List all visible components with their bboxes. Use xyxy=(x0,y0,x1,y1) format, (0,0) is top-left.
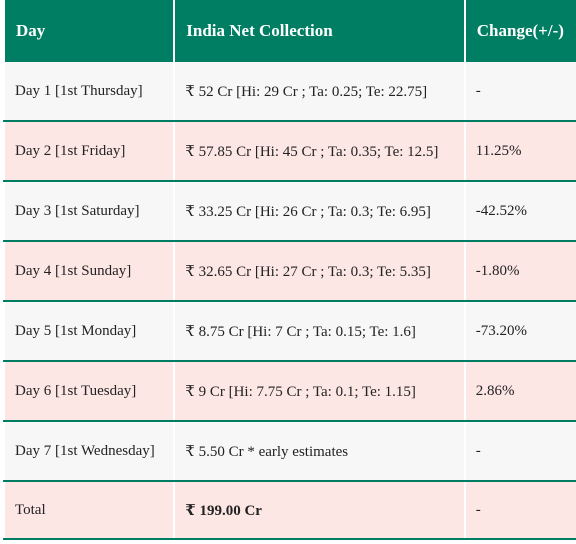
cell-day: Day 1 [1st Thursday] xyxy=(2,62,176,122)
table-row: Day 1 [1st Thursday] ₹ 52 Cr [Hi: 29 Cr … xyxy=(2,62,576,122)
cell-change: 11.25% xyxy=(463,121,576,182)
table-header-row: Day India Net Collection Change(+/-) xyxy=(2,0,576,62)
cell-collection: ₹ 5.50 Cr * early estimates xyxy=(173,421,466,482)
cell-change: - xyxy=(463,62,576,122)
cell-collection: ₹ 9 Cr [Hi: 7.75 Cr ; Ta: 0.1; Te: 1.15] xyxy=(173,361,466,422)
table-row: Day 4 [1st Sunday] ₹ 32.65 Cr [Hi: 27 Cr… xyxy=(2,241,576,302)
cell-day: Day 5 [1st Monday] xyxy=(2,301,176,362)
cell-day: Day 3 [1st Saturday] xyxy=(2,181,176,242)
cell-day: Day 6 [1st Tuesday] xyxy=(2,361,176,422)
cell-total-label: Total xyxy=(2,481,176,540)
cell-collection: ₹ 33.25 Cr [Hi: 26 Cr ; Ta: 0.3; Te: 6.9… xyxy=(173,181,466,242)
cell-total-collection: ₹ 199.00 Cr xyxy=(173,481,466,540)
table-row: Day 3 [1st Saturday] ₹ 33.25 Cr [Hi: 26 … xyxy=(2,181,576,242)
cell-change: -42.52% xyxy=(463,181,576,242)
header-change: Change(+/-) xyxy=(463,0,576,62)
cell-collection: ₹ 52 Cr [Hi: 29 Cr ; Ta: 0.25; Te: 22.75… xyxy=(173,62,466,122)
cell-collection: ₹ 57.85 Cr [Hi: 45 Cr ; Ta: 0.35; Te: 12… xyxy=(173,121,466,182)
cell-day: Day 4 [1st Sunday] xyxy=(2,241,176,302)
table-row: Day 2 [1st Friday] ₹ 57.85 Cr [Hi: 45 Cr… xyxy=(2,121,576,182)
cell-change: - xyxy=(463,421,576,482)
table-row-total: Total ₹ 199.00 Cr - xyxy=(2,481,576,540)
cell-change: -1.80% xyxy=(463,241,576,302)
cell-collection: ₹ 8.75 Cr [Hi: 7 Cr ; Ta: 0.15; Te: 1.6] xyxy=(173,301,466,362)
cell-total-change: - xyxy=(463,481,576,540)
table-row: Day 6 [1st Tuesday] ₹ 9 Cr [Hi: 7.75 Cr … xyxy=(2,361,576,422)
cell-day: Day 2 [1st Friday] xyxy=(2,121,176,182)
cell-collection: ₹ 32.65 Cr [Hi: 27 Cr ; Ta: 0.3; Te: 5.3… xyxy=(173,241,466,302)
cell-day: Day 7 [1st Wednesday] xyxy=(2,421,176,482)
cell-change: 2.86% xyxy=(463,361,576,422)
cell-change: -73.20% xyxy=(463,301,576,362)
table-row: Day 5 [1st Monday] ₹ 8.75 Cr [Hi: 7 Cr ;… xyxy=(2,301,576,362)
header-india-net-collection: India Net Collection xyxy=(173,0,466,62)
header-day: Day xyxy=(2,0,176,62)
table-row: Day 7 [1st Wednesday] ₹ 5.50 Cr * early … xyxy=(2,421,576,482)
